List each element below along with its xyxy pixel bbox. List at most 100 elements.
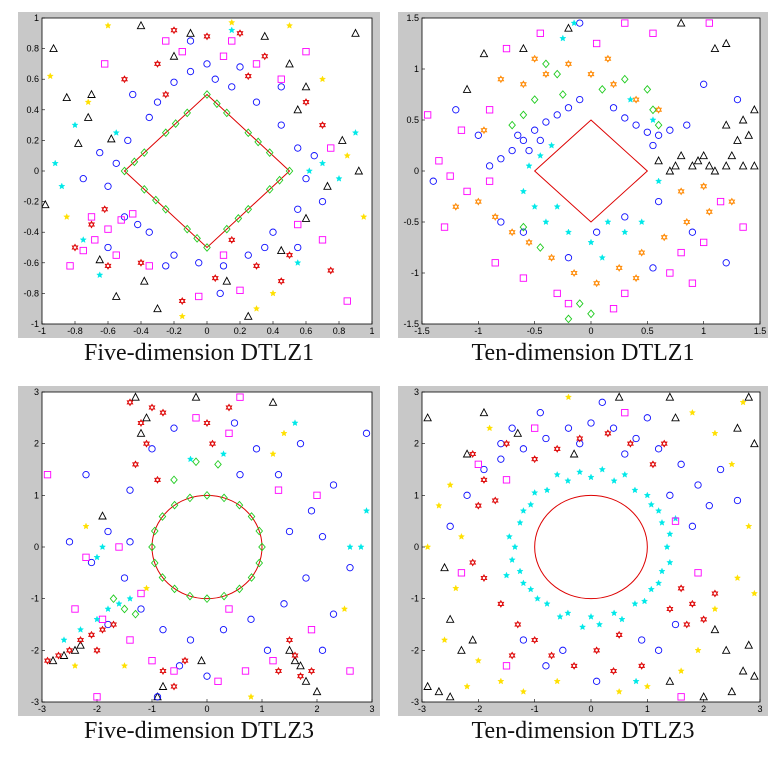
y-tick-label: -0.4	[23, 227, 39, 237]
data-point	[569, 449, 579, 458]
data-point	[335, 174, 343, 182]
data-point	[162, 90, 170, 99]
data-point	[260, 31, 270, 40]
data-point	[485, 177, 494, 185]
data-point	[274, 486, 283, 494]
data-point	[722, 259, 730, 267]
data-point	[140, 184, 149, 194]
data-point	[576, 19, 584, 27]
data-point	[83, 112, 93, 121]
data-point	[505, 532, 513, 540]
data-point	[203, 243, 211, 252]
data-point	[294, 205, 302, 213]
data-point	[694, 569, 702, 577]
data-point	[65, 538, 74, 546]
data-point	[666, 126, 674, 134]
data-point	[274, 471, 283, 479]
data-point	[479, 407, 489, 417]
data-point	[120, 166, 129, 176]
data-point	[84, 98, 92, 106]
data-point	[615, 630, 623, 639]
data-point	[435, 501, 443, 509]
data-point	[728, 460, 736, 468]
x-tick-label: 1	[645, 704, 650, 714]
x-tick-label: 0.8	[333, 326, 346, 336]
data-point	[610, 609, 618, 617]
data-point	[93, 646, 101, 655]
data-point	[346, 564, 354, 572]
data-point	[129, 210, 137, 218]
data-point	[457, 569, 466, 577]
data-point	[423, 681, 432, 690]
x-tick-label: -2	[474, 704, 482, 714]
data-point	[548, 651, 556, 660]
data-point	[236, 286, 244, 294]
data-point	[137, 605, 145, 613]
data-point	[654, 646, 663, 654]
data-point	[531, 424, 539, 432]
data-point	[225, 605, 233, 613]
data-point	[131, 392, 140, 401]
data-point	[542, 434, 550, 443]
scatter-plot: -1 -0.8 -0.6 -0.4 -0.2 0 0.2 0.4 0.6 0.8 1 1 0.8 0.6 0…	[23, 13, 374, 336]
y-tick-label: 0.6	[26, 74, 39, 84]
data-point	[570, 269, 578, 277]
data-point	[275, 667, 282, 675]
data-point	[343, 151, 351, 159]
data-point	[211, 274, 219, 283]
data-point	[564, 59, 572, 68]
data-point	[247, 615, 255, 623]
data-point	[197, 655, 206, 665]
data-point	[462, 449, 472, 458]
data-point	[362, 429, 371, 437]
data-point	[136, 428, 146, 437]
data-point	[280, 600, 288, 608]
data-point	[525, 162, 533, 169]
data-point	[542, 662, 550, 670]
data-point	[654, 156, 663, 165]
data-point	[654, 197, 663, 206]
data-point	[502, 662, 511, 670]
data-point	[203, 594, 211, 604]
data-point	[553, 69, 561, 79]
y-tick-label: -2	[411, 645, 419, 655]
data-point	[711, 605, 719, 613]
data-point	[666, 530, 674, 538]
data-point	[82, 471, 90, 479]
plot-frame: -1.5 -1 -0.5 0 0.5 1 1.5 1.5 1 0.5 0 -0.5 -1 -1.5	[398, 12, 768, 338]
data-point	[533, 594, 542, 602]
data-point	[531, 489, 539, 496]
data-point	[587, 238, 595, 246]
data-point	[66, 646, 73, 655]
data-point	[169, 51, 179, 60]
data-point	[615, 263, 623, 272]
data-point	[126, 538, 134, 546]
data-point	[294, 259, 302, 266]
data-point	[323, 181, 332, 190]
data-point	[319, 121, 326, 130]
data-point	[193, 233, 201, 243]
data-point	[137, 589, 145, 598]
data-point	[649, 264, 657, 272]
data-point	[142, 413, 151, 422]
data-point	[214, 677, 222, 685]
data-point	[519, 43, 528, 53]
data-point	[258, 542, 266, 552]
data-point	[219, 251, 228, 259]
data-point	[318, 646, 327, 654]
y-tick-label: 0.8	[26, 44, 39, 54]
data-point	[452, 202, 460, 211]
data-point	[112, 159, 120, 168]
data-point	[462, 84, 472, 93]
data-point	[587, 70, 595, 79]
data-point	[302, 574, 310, 582]
data-point	[519, 80, 527, 89]
data-point	[329, 610, 338, 618]
data-point	[658, 567, 666, 575]
data-point	[556, 613, 564, 620]
data-point	[93, 693, 101, 701]
data-point	[519, 110, 528, 120]
data-point	[96, 271, 104, 279]
data-point	[649, 29, 657, 37]
data-point	[576, 434, 584, 443]
